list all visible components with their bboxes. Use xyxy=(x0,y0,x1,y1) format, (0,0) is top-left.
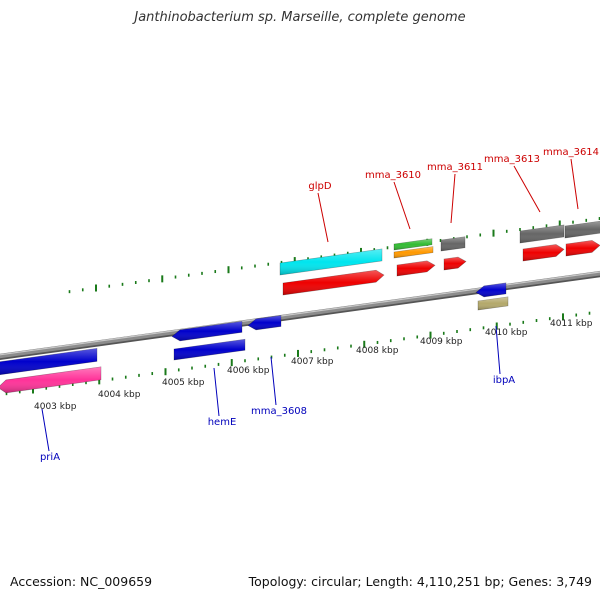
backbone-layer xyxy=(0,270,600,361)
kbp-label: 4009 kbp xyxy=(420,337,463,347)
backbone-line xyxy=(0,270,600,359)
glpD-gene-bar-shade xyxy=(280,248,382,275)
mma_3608-cds-arrow-shade xyxy=(248,315,281,330)
priA-label: priA xyxy=(40,452,60,463)
kbp-label: 4010 kbp xyxy=(485,328,528,338)
accession-text: Accession: NC_009659 xyxy=(10,574,153,589)
kbp-label: 4011 kbp xyxy=(550,319,593,329)
mma_3611-gene-bar-shade xyxy=(441,236,465,251)
kbp-label: 4005 kbp xyxy=(162,378,205,388)
kbp-label: 4003 kbp xyxy=(34,402,77,412)
kbp-label: 4004 kbp xyxy=(98,390,141,400)
mma_3613-cds-arrow-shade xyxy=(523,244,564,261)
hemE-gene-bar-shade xyxy=(172,321,242,341)
priA-gene-bar-shade xyxy=(0,348,97,375)
ibpA-label: ibpA xyxy=(493,375,515,386)
kbp-label: 4007 kbp xyxy=(291,357,334,367)
mma_3610-gene-bar-shade xyxy=(394,238,432,250)
mma_3610-rna-bar-shade xyxy=(394,246,433,258)
hemE-label: hemE xyxy=(208,417,237,428)
mma_3608-label: mma_3608 xyxy=(251,406,307,417)
hemE-cds-arrow-shade xyxy=(174,339,245,360)
mma_3611-leader-line xyxy=(450,173,456,224)
backbone-highlight xyxy=(0,271,600,356)
mma_3614-label: mma_3614 xyxy=(543,147,599,158)
glpD-label: glpD xyxy=(308,181,331,192)
label-layer: 4003 kbp 4004 kbp 4005 kbp 4006 kbp 4007 kbp… xyxy=(34,147,599,463)
mma_3613-leader-line xyxy=(513,165,541,213)
ibpA-cds-arrow-shade xyxy=(476,282,506,297)
mma_3610-label: mma_3610 xyxy=(365,170,421,181)
mma_3610-cds-arrow-shade xyxy=(397,260,435,276)
kbp-label: 4006 kbp xyxy=(227,366,270,376)
mma_3614-leader-line xyxy=(570,158,579,210)
priA-leader-line xyxy=(41,408,50,452)
mma_3614-cds-arrow-shade xyxy=(566,240,600,256)
ibpA-misc-bar-shade xyxy=(478,296,508,310)
feature-layer xyxy=(0,220,600,394)
hemE-leader-line xyxy=(213,367,220,417)
priA-cds-arrow-shade xyxy=(0,366,101,393)
mma_3611-cds-arrow-shade xyxy=(444,257,466,270)
mma_3611-label: mma_3611 xyxy=(427,162,483,173)
glpD-cds-arrow-shade xyxy=(283,270,384,295)
map-title: Janthinobacterium sp. Marseille, complet… xyxy=(134,10,466,25)
mma_3614-gene-bar-shade xyxy=(565,221,600,238)
glpD-leader-line xyxy=(317,192,329,243)
kbp-label: 4008 kbp xyxy=(356,346,399,356)
mma_3610-leader-line xyxy=(393,181,411,230)
ibpA-leader-line xyxy=(495,325,501,375)
mma_3608-leader-line xyxy=(270,356,277,406)
mma_3613-label: mma_3613 xyxy=(484,154,540,165)
genome-summary-text: Topology: circular; Length: 4,110,251 bp… xyxy=(248,574,592,589)
mma_3613-gene-bar-shade xyxy=(520,224,564,243)
